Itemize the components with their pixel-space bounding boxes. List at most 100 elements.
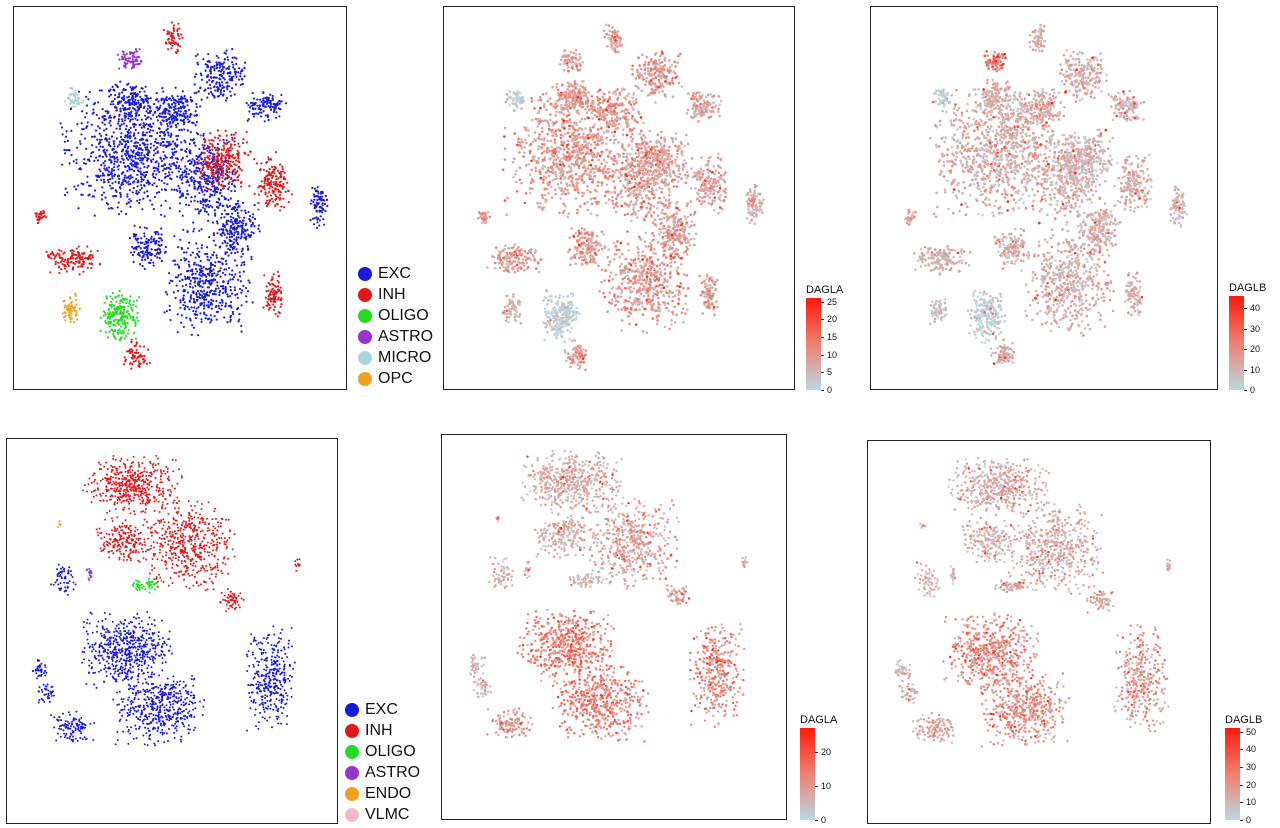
- cell-point: [313, 187, 316, 190]
- cell-point: [122, 88, 125, 92]
- cell-point: [187, 172, 190, 176]
- cell-point: [195, 114, 198, 117]
- cell-point: [211, 254, 215, 257]
- cell-point: [123, 106, 127, 109]
- cell-point: [122, 297, 125, 300]
- cell-point: [134, 98, 137, 102]
- cell-point: [540, 194, 544, 197]
- cell-point: [205, 304, 209, 307]
- cell-point: [504, 100, 508, 104]
- cell-point: [578, 120, 582, 123]
- cell-point: [172, 153, 175, 156]
- cell-point: [196, 254, 200, 257]
- cell-point: [171, 113, 174, 117]
- cell-point: [274, 291, 277, 294]
- cell-point: [186, 104, 189, 107]
- cell-point: [169, 156, 172, 159]
- cell-point: [226, 81, 229, 84]
- cell-point: [124, 128, 128, 131]
- cell-point: [275, 181, 278, 185]
- cell-point: [124, 101, 127, 104]
- cell-point: [36, 221, 39, 225]
- cell-point: [603, 194, 607, 198]
- cell-point: [195, 242, 198, 245]
- cell-point: [213, 185, 216, 188]
- cell-point: [86, 175, 89, 178]
- cell-point: [76, 96, 79, 99]
- cell-point: [628, 311, 631, 314]
- cell-point: [180, 128, 183, 132]
- cell-point: [145, 153, 149, 156]
- cell-point: [112, 131, 115, 134]
- cell-point: [65, 270, 68, 273]
- cell-point: [276, 315, 279, 318]
- cell-point: [154, 138, 157, 141]
- cell-point: [219, 188, 223, 192]
- cell-point: [130, 140, 133, 143]
- cell-point: [124, 165, 127, 168]
- cell-point: [139, 263, 142, 266]
- cell-point: [220, 285, 223, 288]
- cell-point: [634, 297, 637, 300]
- cell-point: [600, 268, 604, 272]
- cell-point: [284, 178, 287, 181]
- cell-point: [226, 230, 229, 233]
- cell-point: [230, 292, 234, 295]
- cell-point: [259, 168, 262, 171]
- cell-point: [223, 58, 227, 61]
- cell-point: [274, 116, 278, 119]
- cell-point: [115, 194, 118, 198]
- cell-point: [192, 138, 195, 141]
- cell-point: [75, 260, 78, 263]
- cell-point: [120, 315, 124, 318]
- cell-point: [141, 149, 144, 152]
- cell-point: [267, 104, 270, 108]
- cell-point: [135, 161, 138, 164]
- cell-point: [139, 188, 142, 192]
- cell-point: [230, 61, 234, 64]
- cell-point: [185, 181, 188, 184]
- cell-point: [233, 168, 236, 171]
- cell-point: [199, 264, 202, 267]
- cell-point: [72, 320, 76, 324]
- cell-point: [663, 267, 667, 271]
- cell-point: [207, 206, 210, 209]
- cell-point: [71, 252, 75, 256]
- cell-point: [217, 201, 220, 204]
- cell-point: [102, 314, 105, 317]
- cell-point: [260, 162, 263, 165]
- cell-point: [611, 169, 615, 173]
- cell-point: [565, 182, 568, 185]
- cell-point: [133, 331, 136, 335]
- cell-point: [153, 237, 156, 240]
- cell-point: [178, 164, 181, 168]
- cell-point: [267, 201, 270, 205]
- cell-point: [248, 281, 251, 284]
- cell-point: [236, 170, 239, 173]
- cell-point: [554, 114, 557, 117]
- cell-point: [196, 290, 200, 293]
- cell-point: [157, 142, 160, 145]
- cell-point: [212, 299, 215, 302]
- cell-point: [527, 163, 531, 166]
- cell-point: [540, 142, 544, 146]
- cell-point: [177, 134, 180, 137]
- cell-point: [117, 122, 120, 125]
- cell-point: [539, 176, 543, 180]
- cell-point: [546, 166, 549, 170]
- cell-point: [127, 140, 130, 144]
- cell-point: [279, 305, 282, 308]
- cell-point: [265, 169, 268, 173]
- cell-point: [64, 304, 67, 307]
- cell-point: [169, 207, 172, 210]
- cell-point: [216, 186, 219, 189]
- cell-point: [84, 116, 87, 119]
- cell-point: [207, 213, 210, 216]
- cell-point: [70, 301, 73, 304]
- cell-point: [247, 210, 250, 214]
- cell-point: [131, 245, 134, 248]
- cell-point: [144, 85, 147, 88]
- cell-point: [545, 147, 549, 151]
- cell-point: [210, 301, 213, 304]
- cell-point: [164, 175, 167, 178]
